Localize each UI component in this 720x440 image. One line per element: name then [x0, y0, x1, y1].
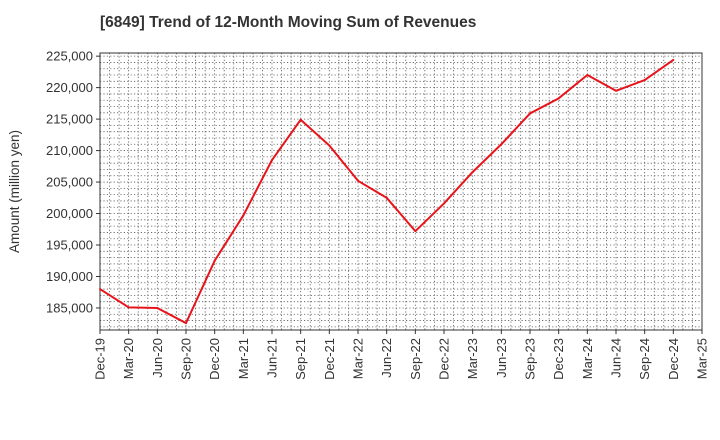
x-tick-label: Dec-20: [207, 338, 222, 380]
x-tick-label: Jun-20: [150, 338, 165, 378]
x-tick-label: Mar-22: [351, 338, 366, 379]
data-point: [299, 118, 302, 121]
x-tick-label: Dec-24: [666, 338, 681, 380]
data-point: [529, 112, 531, 115]
x-tick-label: Sep-22: [408, 338, 423, 380]
x-tick-label: Sep-21: [293, 338, 308, 380]
data-point: [156, 306, 159, 309]
y-tick-label: 220,000: [46, 80, 93, 95]
x-tick-label: Jun-23: [494, 338, 509, 378]
data-point: [242, 214, 245, 217]
data-point: [586, 74, 589, 77]
grid: [100, 53, 702, 330]
x-tick-label: Sep-20: [179, 338, 194, 380]
data-point: [328, 144, 331, 147]
data-point: [643, 79, 646, 82]
chart-title: [6849] Trend of 12-Month Moving Sum of R…: [100, 14, 477, 31]
y-tick-label: 200,000: [46, 206, 93, 221]
x-tick-label: Mar-25: [695, 338, 710, 379]
x-tick-label: Dec-21: [322, 338, 337, 380]
x-tick-label: Jun-22: [379, 338, 394, 378]
data-point: [185, 322, 187, 325]
x-tick-label: Mar-23: [465, 338, 480, 379]
data-point: [385, 196, 388, 199]
x-axis: Dec-19 Mar-20 Jun-20 Sep-20 Dec-20 Mar-21 Jun-…: [93, 330, 710, 380]
data-point: [99, 288, 101, 291]
data-point: [557, 97, 560, 100]
y-tick-label: 195,000: [46, 238, 93, 253]
x-tick-label: Dec-22: [437, 338, 452, 380]
x-tick-label: Mar-21: [236, 338, 251, 379]
series-line: [99, 59, 674, 325]
y-tick-label: 225,000: [46, 49, 93, 64]
x-tick-label: Sep-23: [523, 338, 538, 380]
data-point: [500, 143, 503, 146]
x-tick-label: Dec-23: [551, 338, 566, 380]
y-axis-title: Amount (million yen): [7, 130, 22, 253]
y-axis: 185,000 190,000 195,000 200,000 205,000 210,0…: [46, 49, 100, 315]
data-point: [443, 202, 445, 205]
data-point: [271, 159, 273, 162]
x-tick-label: Sep-24: [637, 338, 652, 380]
x-tick-label: Jun-21: [265, 338, 280, 378]
y-tick-label: 205,000: [46, 175, 93, 190]
data-point: [471, 170, 474, 173]
x-tick-label: Mar-20: [121, 338, 136, 379]
y-tick-label: 190,000: [46, 269, 93, 284]
data-point: [672, 58, 675, 61]
y-tick-label: 185,000: [46, 300, 93, 315]
x-tick-label: Dec-19: [93, 338, 108, 380]
series-layer: [99, 58, 675, 325]
data-point: [213, 259, 216, 262]
x-tick-label: Jun-24: [609, 338, 624, 378]
data-point: [615, 89, 617, 92]
x-tick-label: Mar-24: [580, 338, 595, 379]
data-point: [127, 306, 130, 309]
data-point: [414, 230, 417, 233]
plot-frame: [99, 52, 703, 331]
y-tick-label: 210,000: [46, 143, 93, 158]
y-tick-label: 215,000: [46, 112, 93, 127]
data-point: [357, 179, 359, 182]
